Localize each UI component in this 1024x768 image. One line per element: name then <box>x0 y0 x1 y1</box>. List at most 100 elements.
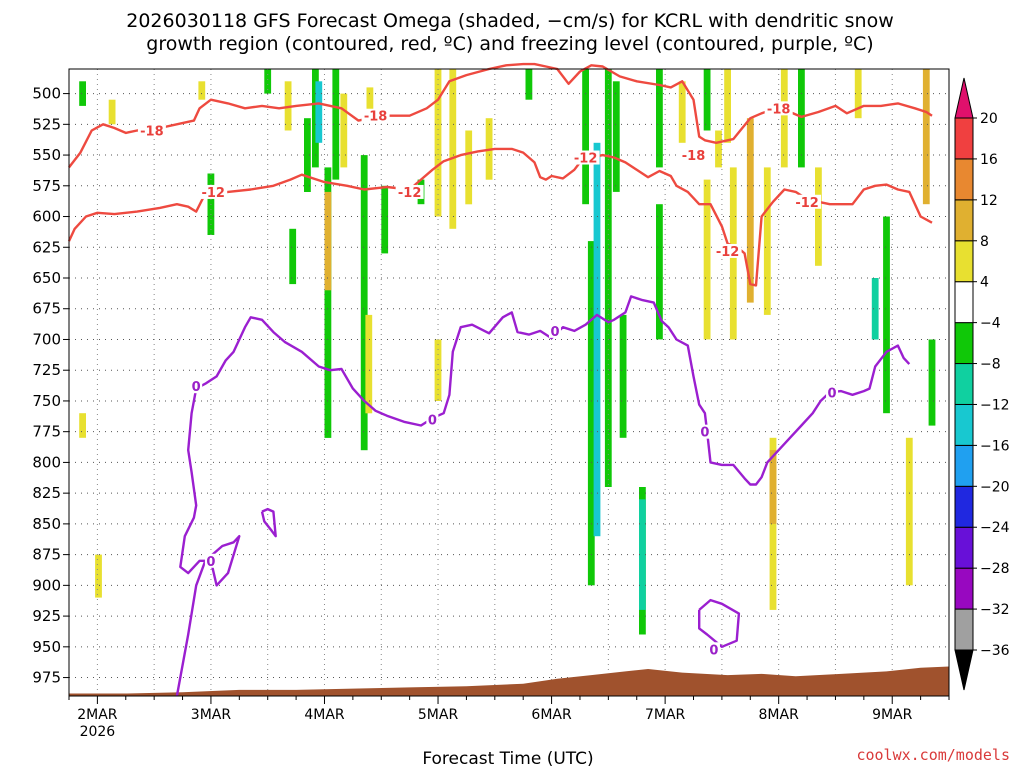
omega-cell <box>324 191 332 291</box>
colorbar-label: 8 <box>980 234 989 250</box>
omega-cell <box>619 314 627 438</box>
omega-cell <box>780 69 788 168</box>
colorbar-segment <box>954 485 974 528</box>
colorbar-segment <box>954 117 974 160</box>
plot-area: -18 -18 -18 -18 -12 -12 -12 -12 -12 0 0 0 0 0 0 0 <box>67 62 950 697</box>
contour-label: -18 <box>767 102 791 117</box>
contour-label-bg <box>764 101 793 116</box>
colorbar-segment <box>954 403 974 446</box>
omega-cell <box>264 69 272 94</box>
contour-label-bg <box>793 194 822 209</box>
omega-cell <box>905 437 913 586</box>
y-tick-label: 900 <box>32 576 61 594</box>
y-tick-label: 975 <box>32 669 61 687</box>
y-tick-label: 925 <box>32 607 61 625</box>
x-tick-label: 3MAR <box>191 707 232 723</box>
contour-label-bg <box>137 123 166 138</box>
colorbar-label: 12 <box>980 193 998 209</box>
y-tick-label: 775 <box>32 423 61 441</box>
contour-label-bg <box>361 108 390 123</box>
x-axis-label: Forecast Time (UTC) <box>422 749 593 768</box>
y-tick-label: 700 <box>32 330 61 348</box>
contour-purple-freezing-level <box>698 598 741 648</box>
colorbar-label: −8 <box>980 357 1001 373</box>
contour-label-bg <box>199 184 228 199</box>
contour-label-bg <box>395 184 424 199</box>
omega-cell <box>582 69 589 205</box>
omega-cell <box>769 450 777 524</box>
contour-label-bg <box>707 642 720 657</box>
omega-cell <box>304 118 311 192</box>
contour-label: -18 <box>140 124 164 139</box>
omega-cell <box>724 69 731 143</box>
omega-cell <box>854 69 862 119</box>
omega-cell <box>798 69 805 168</box>
contour-label: -18 <box>364 110 388 125</box>
terrain-layer <box>69 666 949 696</box>
omega-cell <box>360 155 368 451</box>
omega-cell <box>883 216 890 414</box>
omega-cell <box>922 69 930 205</box>
colorbar-extend-low <box>954 649 974 691</box>
contour-label-bg <box>426 412 439 427</box>
colorbar-label: 20 <box>980 111 998 127</box>
y-tick-label: 850 <box>32 515 61 533</box>
contour-label-bg <box>826 385 839 400</box>
omega-cell <box>639 499 646 610</box>
y-tick-label: 500 <box>32 85 61 103</box>
colorbar-label: −24 <box>980 520 1010 536</box>
contour-label: 0 <box>550 325 559 340</box>
contour-label: -12 <box>795 196 819 211</box>
terrain-fill <box>69 666 949 696</box>
omega-cell <box>612 81 620 192</box>
y-tick-label: 650 <box>32 269 61 287</box>
y-tick-label: 675 <box>32 300 61 318</box>
contour-label: 0 <box>206 555 215 570</box>
colorbar-segment <box>954 608 974 651</box>
contour-label-bg <box>204 553 217 568</box>
chart-title-line-1: 2026030118 GFS Forecast Omega (shaded, −… <box>126 10 893 32</box>
omega-cell <box>656 204 663 340</box>
omega-cell <box>434 339 442 401</box>
contour-purple-freezing-level <box>175 295 911 697</box>
colorbar-segment <box>954 199 974 242</box>
colorbar-label: −28 <box>980 561 1010 577</box>
contour-label: 0 <box>192 380 201 395</box>
omega-cell <box>79 413 86 438</box>
contour-label: -12 <box>398 186 422 201</box>
colorbar-segment <box>954 444 974 487</box>
colorbar-segment <box>954 322 974 365</box>
colorbar: −36 −32 −28 −24 −20 −16 −12 −8 −4 4 8 12 16 20 <box>954 77 1010 691</box>
contour-label: -12 <box>574 152 598 167</box>
credit-text: coolwx.com/models <box>856 746 1010 764</box>
contour-label-bg <box>698 424 711 439</box>
x-tick-label: 7MAR <box>645 707 686 723</box>
y-tick-label: 875 <box>32 546 61 564</box>
omega-cell <box>871 278 879 340</box>
colorbar-segment <box>954 281 974 324</box>
colorbar-label: 4 <box>980 275 989 291</box>
contour-label: 0 <box>709 643 718 658</box>
contour-label-layer: -18 -18 -18 -18 -12 -12 -12 -12 -12 0 0 0 0 0 0 0 <box>137 101 839 658</box>
colorbar-label: −32 <box>980 602 1010 618</box>
x-tick-label: 4MAR <box>304 707 345 723</box>
omega-cell <box>465 130 473 205</box>
omega-cell <box>108 99 116 125</box>
colorbar-label: −36 <box>980 643 1010 659</box>
omega-cell <box>587 241 595 586</box>
colorbar-segment <box>954 363 974 405</box>
omega-cell <box>198 81 206 100</box>
omega-cell <box>656 69 663 168</box>
omega-cell <box>815 167 822 266</box>
omega-cell <box>381 185 389 254</box>
y-tick-label: 750 <box>32 392 61 410</box>
colorbar-label: −12 <box>980 397 1010 413</box>
colorbar-segment <box>954 240 974 283</box>
omega-cell <box>525 69 533 100</box>
contour-label: 0 <box>700 426 709 441</box>
colorbar-segment <box>954 567 974 610</box>
omega-cell <box>604 69 612 487</box>
omega-cell <box>366 87 374 119</box>
omega-cell <box>332 69 340 180</box>
